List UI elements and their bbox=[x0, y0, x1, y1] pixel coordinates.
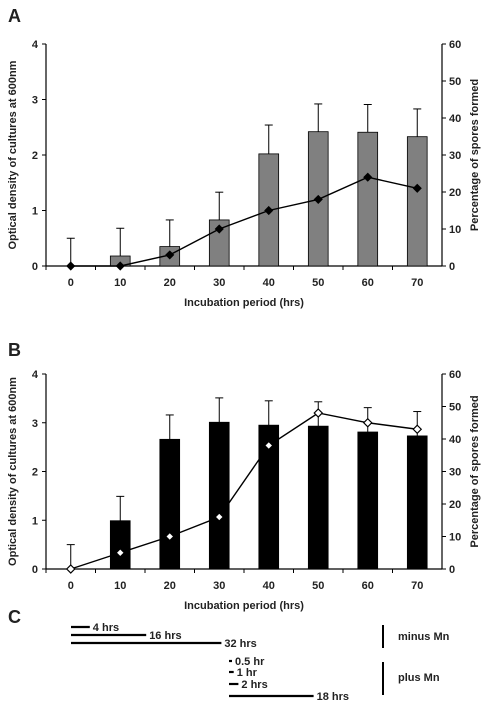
spores-line bbox=[70, 176, 418, 267]
y2-tick-label: 50 bbox=[449, 76, 461, 88]
y-axis-label: Optical density of cultures at 600nm bbox=[7, 377, 19, 566]
y2-tick-label: 40 bbox=[449, 113, 461, 125]
spores-point bbox=[164, 531, 175, 542]
bar bbox=[406, 136, 428, 267]
x-tick-label: 20 bbox=[164, 277, 176, 289]
spores-point bbox=[115, 547, 126, 558]
x-tick-label: 10 bbox=[114, 277, 126, 289]
bar bbox=[208, 421, 230, 570]
timeline-bar-label: 16 hrs bbox=[149, 630, 181, 642]
y2-tick-label: 0 bbox=[449, 564, 455, 576]
spores-point bbox=[165, 250, 175, 260]
spores-point bbox=[313, 408, 324, 418]
x-tick-label: 50 bbox=[312, 580, 324, 592]
group-label: minus Mn bbox=[398, 631, 450, 643]
panel-letter-b: B bbox=[8, 340, 21, 360]
y-tick-label: 3 bbox=[32, 95, 38, 107]
x-tick-label: 30 bbox=[213, 277, 225, 289]
x-tick-label: 60 bbox=[362, 580, 374, 592]
bar bbox=[357, 131, 379, 267]
spores-point bbox=[313, 194, 323, 204]
spores-point bbox=[363, 172, 373, 182]
timeline-bar-label: 2 hrs bbox=[241, 679, 267, 691]
x-tick-label: 0 bbox=[68, 580, 74, 592]
y2-tick-label: 10 bbox=[449, 532, 461, 544]
spores-point bbox=[412, 424, 423, 435]
y-tick-label: 4 bbox=[32, 369, 39, 381]
y-tick-label: 0 bbox=[32, 564, 38, 576]
x-axis-label: Incubation period (hrs) bbox=[184, 600, 304, 612]
x-tick-label: 40 bbox=[263, 580, 275, 592]
x-tick-label: 50 bbox=[312, 277, 324, 289]
y-tick-label: 4 bbox=[32, 39, 39, 51]
spores-point bbox=[214, 512, 225, 522]
x-tick-label: 60 bbox=[362, 277, 374, 289]
y2-tick-label: 10 bbox=[449, 224, 461, 236]
bar bbox=[159, 438, 181, 570]
y-axis-label: Optical density of cultures at 600nm bbox=[7, 60, 19, 249]
spores-point bbox=[214, 224, 224, 234]
panel-letter-c: C bbox=[8, 607, 21, 627]
y-tick-label: 1 bbox=[32, 515, 38, 527]
y2-tick-label: 40 bbox=[449, 434, 461, 446]
y-tick-label: 2 bbox=[32, 467, 38, 479]
timeline-panel-c: 4 hrs 16 hrs 32 hrs minus Mn 0.5 hr1 hr2 hrs… bbox=[71, 622, 450, 703]
y2-tick-label: 60 bbox=[449, 369, 461, 381]
y2-tick-label: 0 bbox=[449, 261, 455, 273]
timeline-bar-label: 4 hrs bbox=[93, 622, 119, 634]
y2-tick-label: 50 bbox=[449, 402, 461, 414]
spores-point bbox=[66, 261, 76, 271]
y2-tick-label: 30 bbox=[449, 467, 461, 479]
y2-axis-label: Percentage of spores formed bbox=[469, 79, 481, 231]
timeline-bar-label: 1 hr bbox=[237, 667, 258, 679]
x-tick-label: 0 bbox=[68, 277, 74, 289]
spores-point bbox=[263, 440, 274, 451]
y2-axis-label: Percentage of spores formed bbox=[469, 395, 481, 547]
x-tick-label: 20 bbox=[164, 580, 176, 592]
spores-point bbox=[412, 183, 422, 193]
bar bbox=[357, 431, 379, 570]
spores-point bbox=[115, 261, 125, 271]
y-tick-label: 3 bbox=[32, 418, 38, 430]
y2-tick-label: 60 bbox=[449, 39, 461, 51]
y-tick-label: 2 bbox=[32, 150, 38, 162]
panel-letter-a: A bbox=[8, 6, 21, 26]
timeline-bar-label: 0.5 hr bbox=[235, 656, 265, 668]
y2-tick-label: 20 bbox=[449, 499, 461, 511]
timeline-bar-label: 18 hrs bbox=[317, 691, 349, 703]
x-axis-label: Incubation period (hrs) bbox=[184, 297, 304, 309]
timeline-bar-label: 32 hrs bbox=[224, 638, 256, 650]
x-tick-label: 40 bbox=[263, 277, 275, 289]
spores-point bbox=[362, 417, 373, 428]
y2-tick-label: 20 bbox=[449, 187, 461, 199]
x-tick-label: 70 bbox=[411, 580, 423, 592]
bar bbox=[109, 520, 131, 570]
bar bbox=[406, 435, 428, 570]
x-tick-label: 30 bbox=[213, 580, 225, 592]
x-tick-label: 70 bbox=[411, 277, 423, 289]
group-label: plus Mn bbox=[398, 672, 440, 684]
y-tick-label: 1 bbox=[32, 206, 38, 218]
spores-point bbox=[264, 205, 274, 216]
y2-tick-label: 30 bbox=[449, 150, 461, 162]
spores-line bbox=[70, 412, 418, 570]
spores-point bbox=[65, 564, 76, 574]
y-tick-label: 0 bbox=[32, 261, 38, 273]
bar bbox=[307, 425, 329, 570]
x-tick-label: 10 bbox=[114, 580, 126, 592]
